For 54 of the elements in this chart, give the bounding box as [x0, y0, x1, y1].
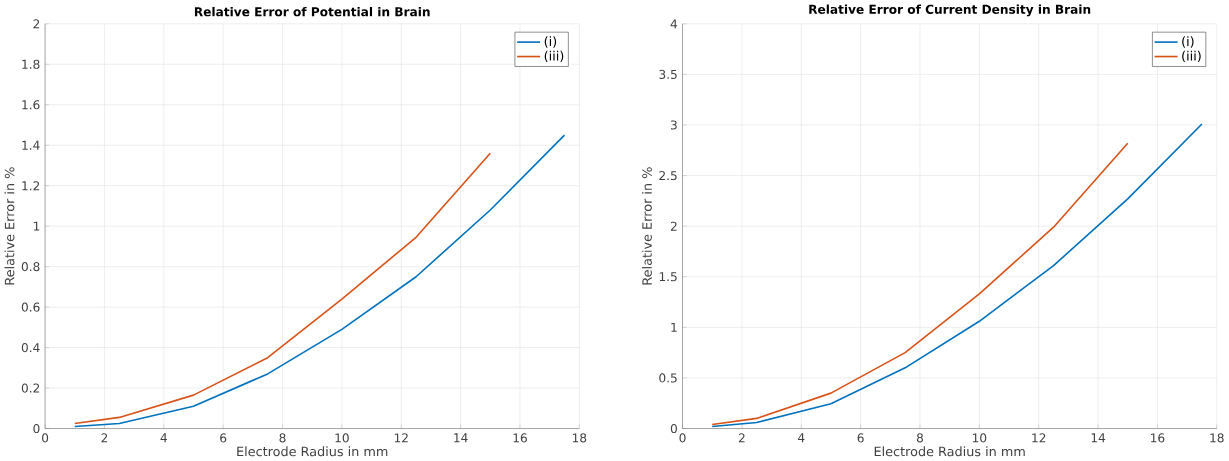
x-tick-label: 10 [972, 433, 987, 443]
legend-label: (i) [1182, 36, 1194, 48]
x-tick-label: 0 [42, 433, 49, 443]
x-tick-label: 8 [279, 433, 286, 443]
x-tick-label: 4 [797, 433, 805, 443]
x-tick-label: 12 [1032, 433, 1046, 443]
x-tick-label: 16 [513, 433, 527, 443]
x-tick-label: 10 [335, 433, 349, 443]
x-tick-label: 4 [160, 433, 167, 443]
x-tick-label: 2 [101, 433, 108, 443]
y-tick-label: 3 [670, 120, 677, 130]
x-axis-title: Electrode Radius in mm [874, 446, 1025, 457]
y-tick-label: 1.6 [22, 100, 40, 110]
y-tick-label: 0.6 [21, 302, 40, 312]
y-tick-label: 0 [670, 424, 677, 434]
line-series [711, 123, 1203, 428]
x-tick-label: 12 [394, 433, 408, 443]
y-tick-label: 0 [33, 424, 40, 434]
x-tick-label: 0 [679, 433, 686, 443]
legend-label: (iii) [1182, 50, 1201, 63]
y-tick-label: 1.2 [22, 181, 40, 191]
x-tick-label: 2 [738, 433, 745, 443]
line-series [711, 142, 1129, 426]
y-tick-label: 1.4 [22, 140, 40, 150]
y-tick-label: 1 [33, 221, 40, 231]
x-tick-label: 16 [1151, 433, 1165, 443]
y-tick-label: 1 [671, 323, 677, 332]
legend-label: (iii) [544, 50, 564, 63]
y-tick-label: 0.4 [21, 343, 40, 353]
line-series [73, 152, 492, 425]
y-tick-label: 0.5 [659, 373, 677, 383]
y-tick-label: 4 [670, 19, 678, 29]
x-tick-label: 6 [220, 433, 227, 443]
x-tick-label: 14 [454, 433, 468, 443]
x-tick-label: 6 [857, 433, 864, 443]
y-tick-label: 1.8 [22, 59, 40, 69]
x-axis-title: Electrode Radius in mm [237, 446, 388, 457]
y-axis-title: Relative Error in % [4, 167, 15, 285]
y-tick-label: 1.5 [659, 272, 677, 282]
chart-title: Relative Error of Current Density in Brain [809, 4, 1091, 17]
x-tick-label: 14 [1091, 433, 1106, 443]
line-series [73, 134, 566, 428]
legend-label: (i) [544, 36, 557, 48]
y-tick-label: 2 [670, 221, 677, 231]
y-tick-label: 3.5 [659, 69, 677, 80]
x-tick-label: 8 [916, 433, 924, 443]
x-tick-label: 18 [1210, 433, 1224, 443]
y-axis-title: Relative Error in % [641, 167, 652, 285]
x-tick-label: 18 [572, 433, 587, 443]
y-tick-label: 2.5 [659, 171, 677, 181]
y-tick-label: 2 [33, 19, 40, 29]
y-tick-label: 0.8 [21, 262, 40, 272]
y-tick-label: 0.2 [21, 383, 40, 393]
chart-title: Relative Error of Potential in Brain [194, 7, 430, 17]
